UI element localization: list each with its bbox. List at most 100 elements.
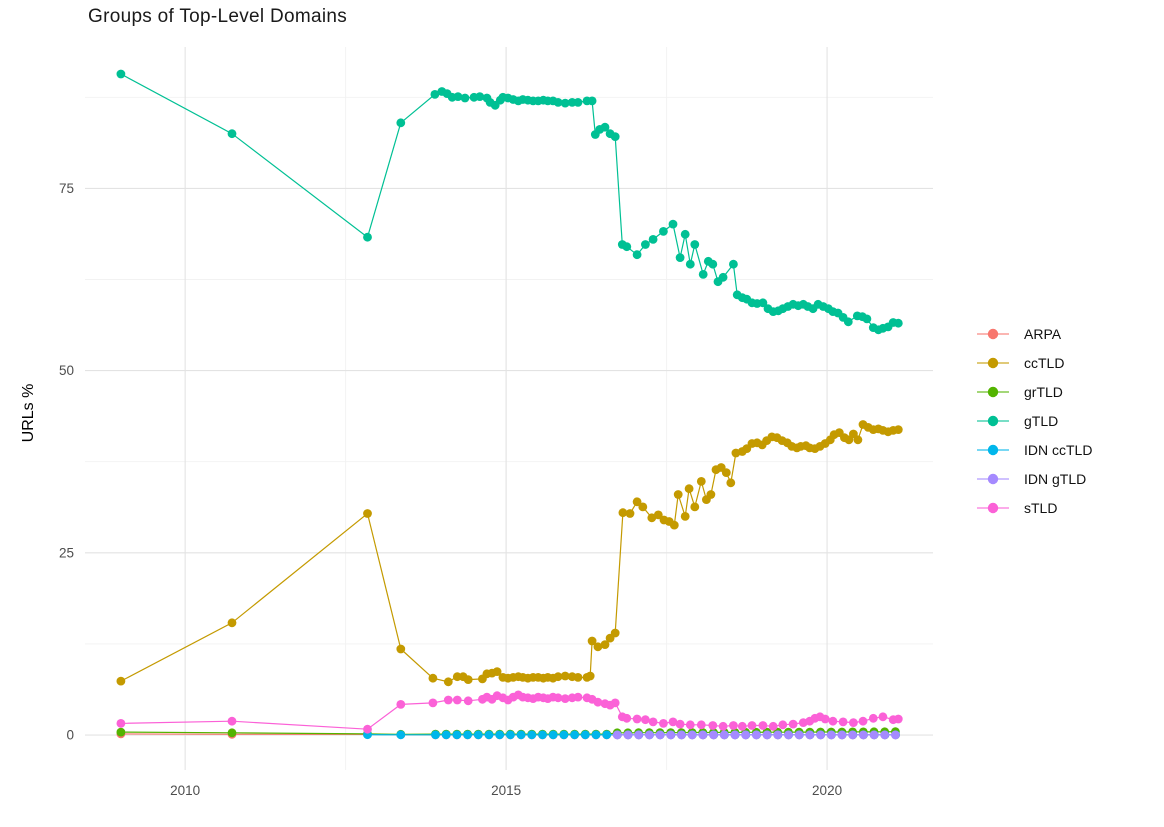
data-point-gtld	[659, 227, 668, 236]
data-point-gtld	[690, 240, 700, 249]
data-point-idn-cctld	[431, 730, 440, 740]
data-point-idn-gtld	[666, 730, 676, 740]
data-point-cctld	[610, 628, 620, 638]
data-point-cctld	[363, 509, 372, 518]
data-point-stld	[659, 719, 668, 728]
legend-key-icon	[977, 502, 1009, 513]
chart-title: Groups of Top-Level Domains	[88, 6, 348, 27]
data-point-idn-cctld	[580, 730, 590, 740]
data-point-cctld	[684, 484, 694, 494]
y-tick-label: 0	[66, 728, 74, 743]
legend-item-idn-cctld: IDN ccTLD	[976, 435, 1092, 464]
data-point-gtld	[600, 122, 610, 132]
y-tick-label: 50	[59, 363, 74, 378]
legend-label-stld: sTLD	[1024, 499, 1058, 516]
data-point-idn-gtld	[698, 730, 708, 740]
data-point-gtld	[573, 98, 583, 107]
data-point-gtld	[668, 219, 678, 229]
data-point-cctld	[726, 478, 736, 488]
data-point-cctld	[853, 435, 863, 445]
data-point-gtld	[453, 92, 463, 101]
data-point-stld	[768, 721, 778, 731]
data-point-gtld	[560, 98, 570, 108]
data-point-gtld	[622, 242, 632, 252]
data-point-idn-gtld	[687, 730, 697, 740]
data-point-idn-gtld	[719, 730, 729, 740]
data-point-stld	[116, 719, 126, 728]
legend-key-icon	[977, 473, 1009, 484]
data-point-stld	[227, 716, 237, 726]
data-point-gtld	[553, 98, 563, 107]
legend: ARPA ccTLD grTLD gTLD IDN ccTLD IDN gTLD sTLD	[976, 319, 1092, 522]
data-point-stld	[838, 717, 848, 727]
data-point-stld	[632, 714, 642, 724]
data-point-idn-gtld	[784, 730, 793, 740]
data-point-cctld	[463, 675, 473, 684]
data-point-idn-cctld	[495, 730, 505, 740]
data-point-gtld	[758, 298, 768, 308]
legend-item-arpa: ARPA	[976, 319, 1092, 348]
data-point-stld	[747, 721, 757, 730]
data-point-cctld	[638, 502, 648, 512]
data-point-stld	[675, 719, 685, 729]
data-point-gtld	[475, 92, 485, 101]
data-point-gtld	[227, 129, 237, 139]
legend-label-gtld: gTLD	[1024, 412, 1059, 429]
data-point-stld	[849, 718, 858, 727]
data-point-idn-gtld	[858, 730, 868, 740]
data-point-cctld	[653, 510, 663, 520]
y-tick-label: 25	[59, 545, 74, 560]
y-tick-label: 75	[59, 181, 74, 196]
data-point-stld	[641, 715, 650, 725]
data-point-cctld	[893, 425, 903, 434]
data-point-idn-cctld	[538, 730, 547, 740]
data-point-idn-cctld	[548, 730, 558, 740]
data-point-cctld	[721, 468, 731, 477]
data-point-cctld	[227, 618, 237, 628]
data-point-cctld	[428, 673, 438, 683]
legend-label-idn-gtld: IDN gTLD	[1024, 470, 1087, 487]
data-point-cctld	[632, 497, 642, 507]
data-point-idn-gtld	[794, 730, 804, 740]
data-point-idn-gtld	[816, 730, 825, 740]
data-point-cctld	[690, 502, 700, 512]
data-point-stld	[648, 717, 658, 727]
data-point-cctld	[443, 677, 453, 687]
data-point-gtld	[632, 250, 642, 260]
data-point-idn-cctld	[396, 730, 406, 740]
data-point-idn-gtld	[848, 730, 857, 740]
data-point-stld	[868, 713, 878, 723]
data-point-stld	[668, 717, 678, 727]
legend-item-grtld: grTLD	[976, 377, 1092, 406]
x-tick-label: 2015	[491, 783, 521, 798]
data-point-stld	[463, 696, 473, 706]
data-point-idn-cctld	[506, 730, 515, 740]
data-point-idn-gtld	[623, 730, 633, 740]
legend-key-icon	[977, 415, 1009, 426]
data-point-stld	[708, 721, 718, 730]
data-point-idn-gtld	[826, 730, 836, 740]
data-point-stld	[573, 692, 583, 702]
data-point-gtld	[698, 270, 708, 279]
data-point-cctld	[706, 490, 716, 499]
data-point-stld	[737, 721, 747, 731]
series-line-gtld	[120, 73, 899, 331]
data-point-idn-gtld	[677, 730, 686, 740]
data-point-cctld	[116, 676, 126, 686]
data-point-gtld	[729, 259, 738, 269]
data-point-gtld	[648, 235, 658, 244]
data-point-idn-gtld	[773, 730, 783, 740]
data-point-idn-cctld	[602, 730, 612, 740]
data-point-gtld	[587, 96, 597, 106]
data-point-idn-gtld	[709, 730, 718, 740]
legend-label-arpa: ARPA	[1024, 325, 1062, 342]
x-tick-label: 2020	[812, 783, 842, 798]
data-point-idn-gtld	[869, 730, 879, 740]
data-point-cctld	[618, 508, 628, 518]
data-point-idn-gtld	[644, 730, 654, 740]
data-point-cctld	[600, 640, 610, 649]
data-point-cctld	[560, 671, 570, 681]
data-point-stld	[452, 695, 462, 705]
